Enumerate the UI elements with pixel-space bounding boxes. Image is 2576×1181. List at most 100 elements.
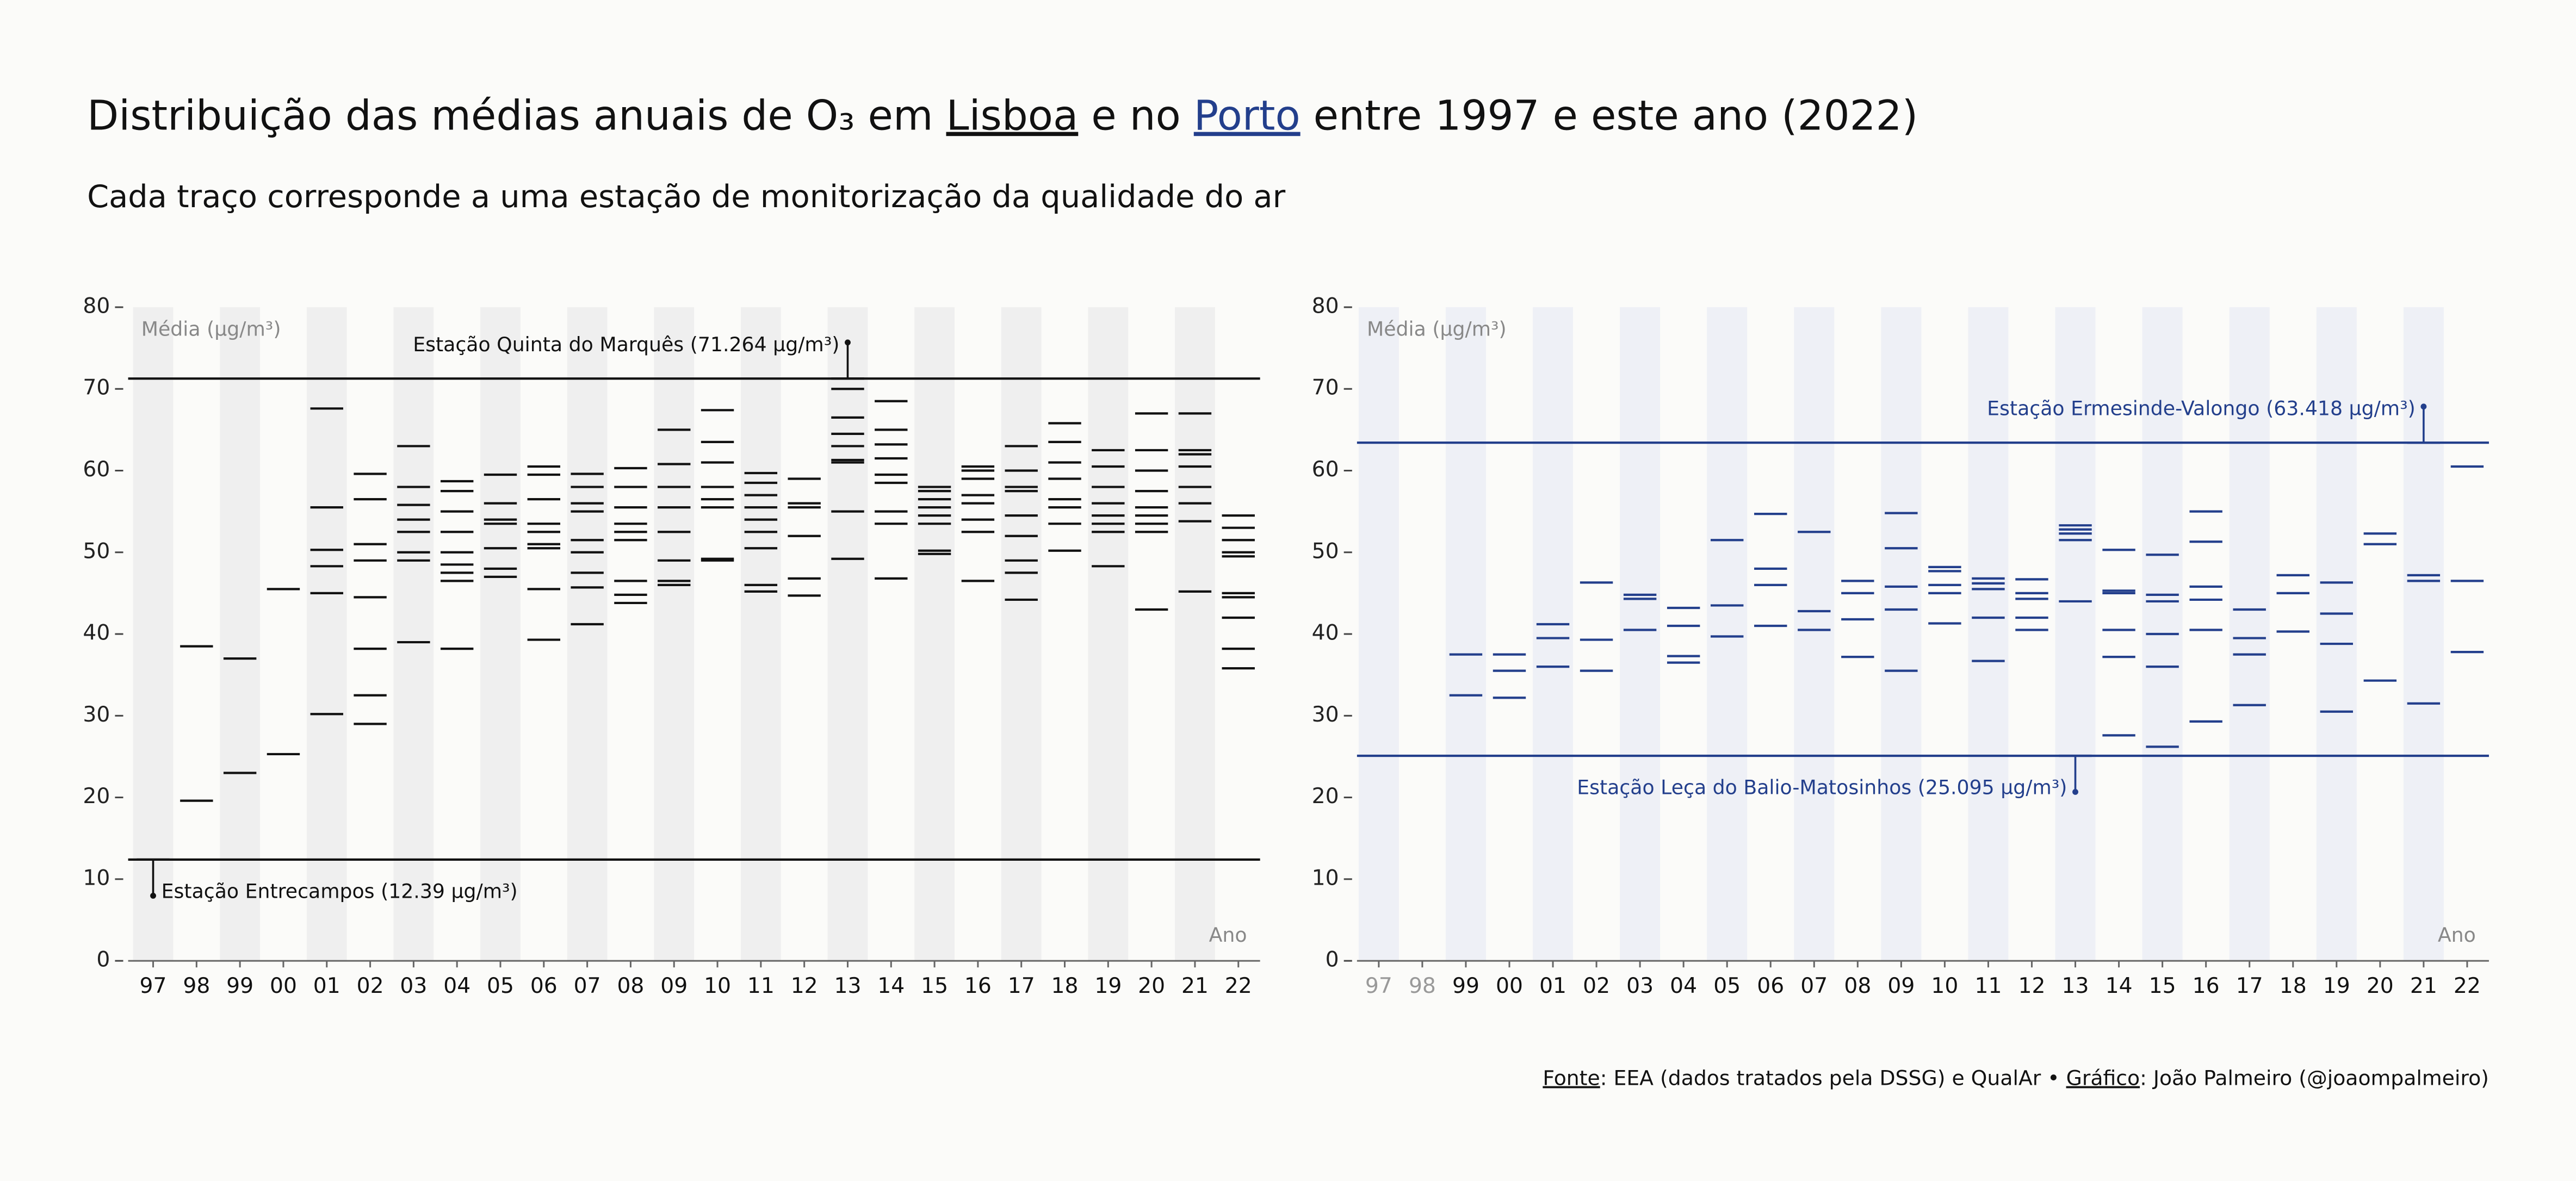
subtitle: Cada traço corresponde a uma estação de … (87, 178, 1285, 215)
x-tick-label: 10 (704, 974, 731, 998)
y-tick-label: 80 (1312, 294, 1339, 318)
source-part: Gráfico (2066, 1066, 2140, 1090)
y-tick-label: 40 (83, 621, 110, 645)
column-band (220, 307, 261, 961)
x-tick-label: 98 (183, 974, 210, 998)
title: Distribuição das médias anuais de O₃ em … (87, 91, 1918, 139)
y-tick-label: 60 (1312, 457, 1339, 482)
x-tick-label: 14 (2106, 974, 2133, 998)
column-band (133, 307, 174, 961)
source-part: : João Palmeiro (@joaompalmeiro) (2140, 1066, 2489, 1090)
x-tick-label: 16 (964, 974, 992, 998)
column-band (567, 307, 608, 961)
annotation-dot (2420, 403, 2427, 410)
column-band (2229, 307, 2270, 961)
title-part: Distribuição das médias anuais de O₃ em (87, 91, 946, 139)
x-tick-label: 20 (1138, 974, 1165, 998)
x-tick-label: 22 (1225, 974, 1252, 998)
annotation-dot (150, 892, 156, 899)
y-tick-label: 80 (83, 294, 110, 318)
x-tick-label: 11 (747, 974, 775, 998)
annotation-dot (845, 339, 851, 346)
x-tick-label: 21 (2410, 974, 2437, 998)
x-tick-label: 12 (2018, 974, 2046, 998)
x-tick-label: 08 (617, 974, 644, 998)
title-lisboa: Lisboa (946, 91, 1079, 139)
y-tick-label: 20 (1312, 784, 1339, 809)
x-tick-label: 99 (226, 974, 253, 998)
x-tick-label: 13 (834, 974, 861, 998)
y-tick-label: 0 (1326, 948, 1339, 972)
y-tick-label: 10 (83, 866, 110, 890)
x-axis-label: Ano (1209, 923, 1247, 947)
column-band (2055, 307, 2096, 961)
x-tick-label: 20 (2367, 974, 2394, 998)
x-tick-label: 02 (1583, 974, 1610, 998)
column-band (480, 307, 521, 961)
x-axis-label: Ano (2438, 923, 2476, 947)
x-tick-label: 07 (1800, 974, 1828, 998)
column-band (827, 307, 868, 961)
x-tick-label: 99 (1452, 974, 1479, 998)
x-tick-label: 98 (1409, 974, 1436, 998)
x-tick-label: 05 (1713, 974, 1741, 998)
y-axis-label: Média (µg/m³) (1367, 317, 1507, 340)
column-band (654, 307, 695, 961)
x-tick-label: 04 (443, 974, 470, 998)
x-tick-label: 09 (660, 974, 688, 998)
column-band (1001, 307, 1042, 961)
x-tick-label: 17 (2236, 974, 2263, 998)
x-tick-label: 11 (1974, 974, 2002, 998)
source-part: : EEA (dados tratados pela DSSG) e QualA… (1600, 1066, 2066, 1090)
column-band (1620, 307, 1661, 961)
y-tick-label: 30 (1312, 703, 1339, 727)
y-tick-label: 0 (96, 948, 110, 972)
column-band (2316, 307, 2357, 961)
column-band (1175, 307, 1215, 961)
y-tick-label: 40 (1312, 621, 1339, 645)
source: Fonte: EEA (dados tratados pela DSSG) e … (1543, 1066, 2489, 1090)
x-tick-label: 02 (357, 974, 384, 998)
column-band (393, 307, 434, 961)
column-band (1533, 307, 1574, 961)
x-tick-label: 17 (1008, 974, 1035, 998)
column-band (306, 307, 347, 961)
column-band (1881, 307, 1922, 961)
x-tick-label: 97 (1365, 974, 1392, 998)
x-tick-label: 00 (270, 974, 297, 998)
column-band (740, 307, 781, 961)
y-tick-label: 10 (1312, 866, 1339, 890)
column-band (1794, 307, 1835, 961)
x-tick-label: 18 (1051, 974, 1079, 998)
annotation-label: Estação Quinta do Marquês (71.264 µg/m³) (413, 333, 839, 356)
x-tick-label: 06 (1757, 974, 1784, 998)
x-tick-label: 01 (1539, 974, 1566, 998)
x-tick-label: 19 (1094, 974, 1122, 998)
annotation-label: Estação Ermesinde-Valongo (63.418 µg/m³) (1987, 397, 2416, 420)
x-tick-label: 97 (140, 974, 167, 998)
x-tick-label: 16 (2193, 974, 2220, 998)
y-tick-label: 70 (1312, 376, 1339, 400)
column-band (914, 307, 955, 961)
title-porto: Porto (1194, 91, 1301, 139)
x-tick-label: 04 (1670, 974, 1697, 998)
y-tick-label: 50 (1312, 539, 1339, 563)
column-band (1358, 307, 1399, 961)
annotation-label: Estação Entrecampos (12.39 µg/m³) (162, 879, 518, 903)
x-tick-label: 05 (487, 974, 514, 998)
y-tick-label: 70 (83, 376, 110, 400)
x-tick-label: 08 (1844, 974, 1871, 998)
x-tick-label: 19 (2323, 974, 2350, 998)
x-tick-label: 18 (2280, 974, 2307, 998)
y-tick-label: 20 (83, 784, 110, 809)
x-tick-label: 07 (574, 974, 601, 998)
source-part: Fonte (1543, 1066, 1600, 1090)
column-band (1968, 307, 2009, 961)
x-tick-label: 10 (1931, 974, 1958, 998)
x-tick-label: 12 (791, 974, 818, 998)
y-axis-label: Média (µg/m³) (141, 317, 281, 340)
